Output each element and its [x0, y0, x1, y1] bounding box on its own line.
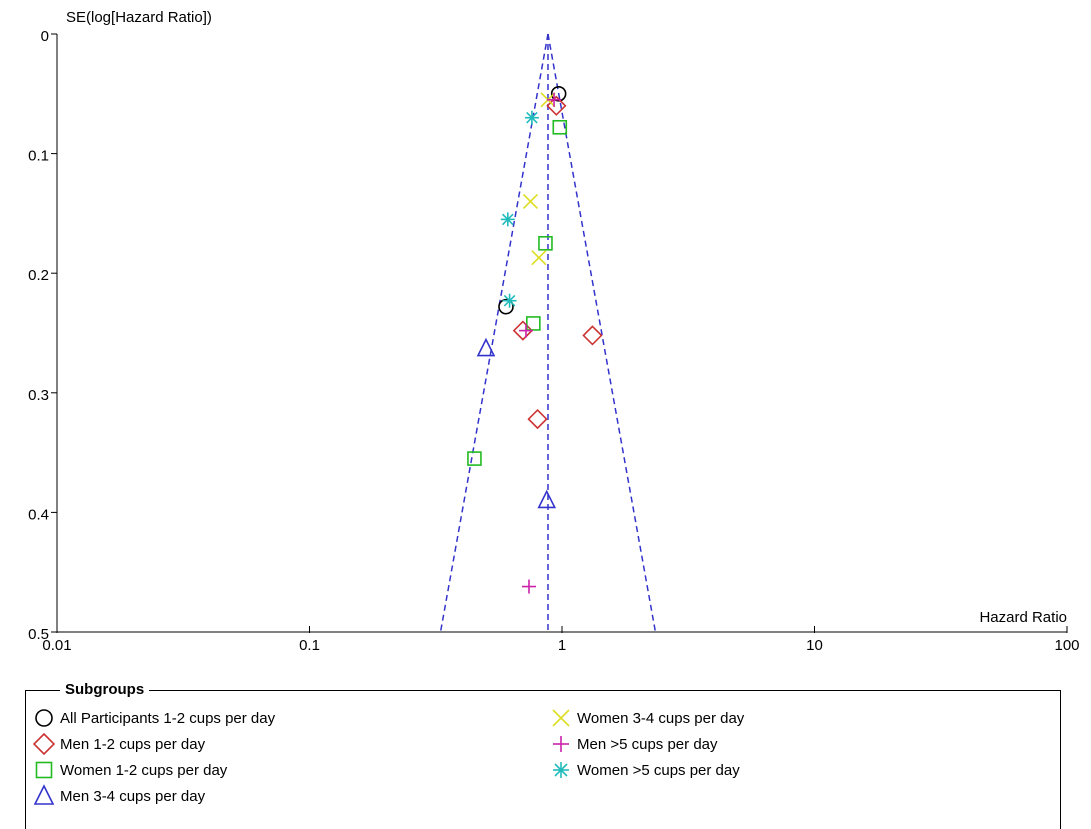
legend-item: Women 3-4 cups per day [549, 706, 744, 730]
data-point-square [552, 119, 568, 135]
legend-item: Men 1-2 cups per day [32, 732, 205, 756]
data-point-x [531, 250, 547, 266]
legend-item: Men 3-4 cups per day [32, 784, 205, 808]
legend-label: Women 1-2 cups per day [60, 761, 228, 779]
legend-triangle-icon [33, 784, 55, 805]
y-axis-title: SE(log[Hazard Ratio]) [66, 9, 212, 26]
x-tick-label: 0.1 [299, 637, 320, 654]
funnel-lines [439, 33, 657, 633]
legend-marker [552, 709, 570, 727]
data-point-triangle [537, 489, 557, 509]
y-tick-label: 0 [41, 28, 49, 45]
data-point-asterisk [500, 212, 515, 227]
legend-label: Men >5 cups per day [577, 735, 718, 753]
data-point-asterisk [502, 293, 517, 308]
legend-label: Men 1-2 cups per day [60, 735, 206, 753]
data-point-diamond [512, 320, 534, 341]
data-point-plus [547, 92, 562, 107]
y-tick-label: 0.5 [28, 626, 49, 643]
data-point-square [467, 451, 482, 466]
data-point-circle [550, 86, 567, 102]
x-tick-label: 1 [558, 637, 566, 654]
legend-item: All Participants 1-2 cups per day [32, 706, 275, 730]
plot-axes: 0.01 0.1 1 10 100 0 0.1 0.2 0.3 0.4 0.5 [28, 28, 1079, 654]
y-tick-label: 0.1 [28, 148, 49, 165]
legend-label: All Participants 1-2 cups per day [60, 709, 276, 727]
legend-item: Women >5 cups per day [549, 758, 740, 782]
data-point-diamond [582, 325, 603, 346]
legend-x-icon [552, 709, 570, 727]
x-tick-label: 10 [806, 637, 823, 654]
legend-plus-icon [553, 736, 569, 752]
data-point-diamond [527, 408, 548, 430]
data-point-circle [498, 298, 514, 315]
legend-label: Women 3-4 cups per day [577, 709, 745, 727]
data-point-asterisk [524, 110, 539, 125]
funnel-left-line [439, 33, 549, 633]
legend-marker [33, 784, 55, 805]
funnel-plot: 0.01 0.1 1 10 100 0 0.1 0.2 0.3 0.4 0.5 SE(log[Haz… [28, 9, 1079, 654]
y-tick-label: 0.2 [28, 267, 49, 284]
data-points [467, 86, 603, 594]
data-point-x [522, 193, 539, 210]
funnel-right-line [547, 33, 657, 633]
data-point-plus [521, 579, 536, 594]
legend-asterisk-icon [553, 762, 569, 778]
legend-marker [32, 732, 56, 756]
y-tick-label: 0.4 [28, 506, 49, 523]
legend-box [25, 690, 1061, 829]
legend-marker [35, 761, 53, 779]
data-point-square [526, 316, 541, 331]
legend-title: Subgroups [60, 681, 150, 698]
x-tick-label: 100 [1054, 637, 1079, 654]
legend-circle-icon [35, 709, 53, 727]
legend-square-icon [35, 761, 53, 779]
legend-item: Men >5 cups per day [549, 732, 718, 756]
legend-label: Men 3-4 cups per day [60, 787, 206, 805]
y-tick-label: 0.3 [28, 387, 49, 404]
legend-diamond-icon [32, 732, 56, 756]
legend-label: Women >5 cups per day [577, 761, 740, 779]
data-point-plus [518, 323, 533, 338]
legend-marker [35, 709, 53, 727]
legend-marker [553, 736, 569, 752]
legend-item: Women 1-2 cups per day [32, 758, 227, 782]
data-point-triangle [476, 337, 496, 357]
x-axis-title: Hazard Ratio [979, 609, 1067, 626]
data-point-square [538, 236, 553, 251]
x-tick-label: 0.01 [42, 637, 71, 654]
legend-marker [553, 762, 569, 778]
